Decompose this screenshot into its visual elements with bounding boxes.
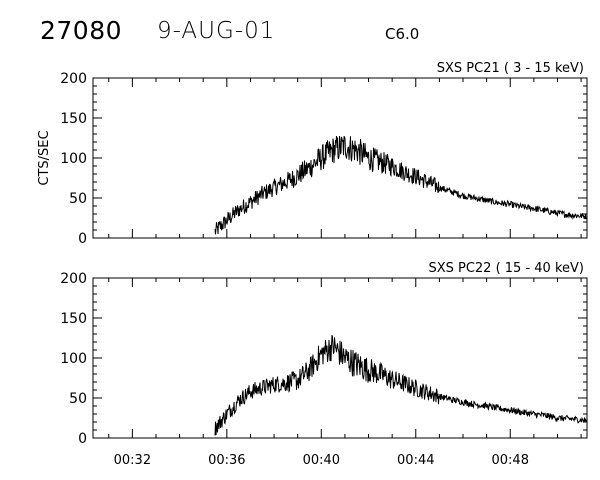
y-axis-label: CTS/SEC bbox=[37, 130, 52, 185]
x-tick-label: 00:48 bbox=[492, 453, 529, 468]
x-tick-label: 00:36 bbox=[208, 453, 245, 468]
panel-title: SXS PC21 ( 3 - 15 keV) bbox=[437, 61, 584, 76]
y-tick-label: 50 bbox=[69, 191, 87, 207]
y-tick-label: 200 bbox=[60, 71, 87, 87]
plot-frame bbox=[92, 77, 588, 239]
panel-title: SXS PC22 ( 15 - 40 keV) bbox=[428, 261, 584, 276]
y-tick-label: 0 bbox=[78, 431, 87, 447]
event-id: 27080 bbox=[40, 16, 123, 45]
x-tick-label: 00:40 bbox=[303, 453, 340, 468]
panel-pc21: SXS PC21 ( 3 - 15 keV) CTS/SEC 0 50 100 150… bbox=[37, 61, 588, 247]
series-line bbox=[214, 335, 587, 436]
y-tick-label: 100 bbox=[60, 351, 87, 367]
y-tick-label: 150 bbox=[60, 111, 87, 127]
series-line bbox=[214, 135, 587, 235]
y-tick-label: 0 bbox=[78, 231, 87, 247]
y-tick-label: 100 bbox=[60, 151, 87, 167]
goes-class-label: C6.0 bbox=[385, 25, 420, 43]
x-tick-label: 00:32 bbox=[114, 453, 151, 468]
event-date: 9-AUG-01 bbox=[157, 18, 276, 44]
y-tick-label: 50 bbox=[69, 391, 87, 407]
x-tick-label: 00:44 bbox=[397, 453, 434, 468]
y-tick-label: 200 bbox=[60, 271, 87, 287]
y-tick-label: 150 bbox=[60, 311, 87, 327]
panel-pc22: SXS PC22 ( 15 - 40 keV) 0 50 100 150 200 00:3… bbox=[60, 261, 588, 468]
